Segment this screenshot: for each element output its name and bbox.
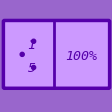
- Circle shape: [31, 66, 35, 70]
- FancyBboxPatch shape: [3, 21, 109, 88]
- Text: 5: 5: [27, 61, 35, 74]
- Text: 100%: 100%: [65, 50, 97, 63]
- Text: 1: 1: [27, 39, 35, 52]
- Circle shape: [20, 53, 24, 57]
- Circle shape: [31, 40, 35, 44]
